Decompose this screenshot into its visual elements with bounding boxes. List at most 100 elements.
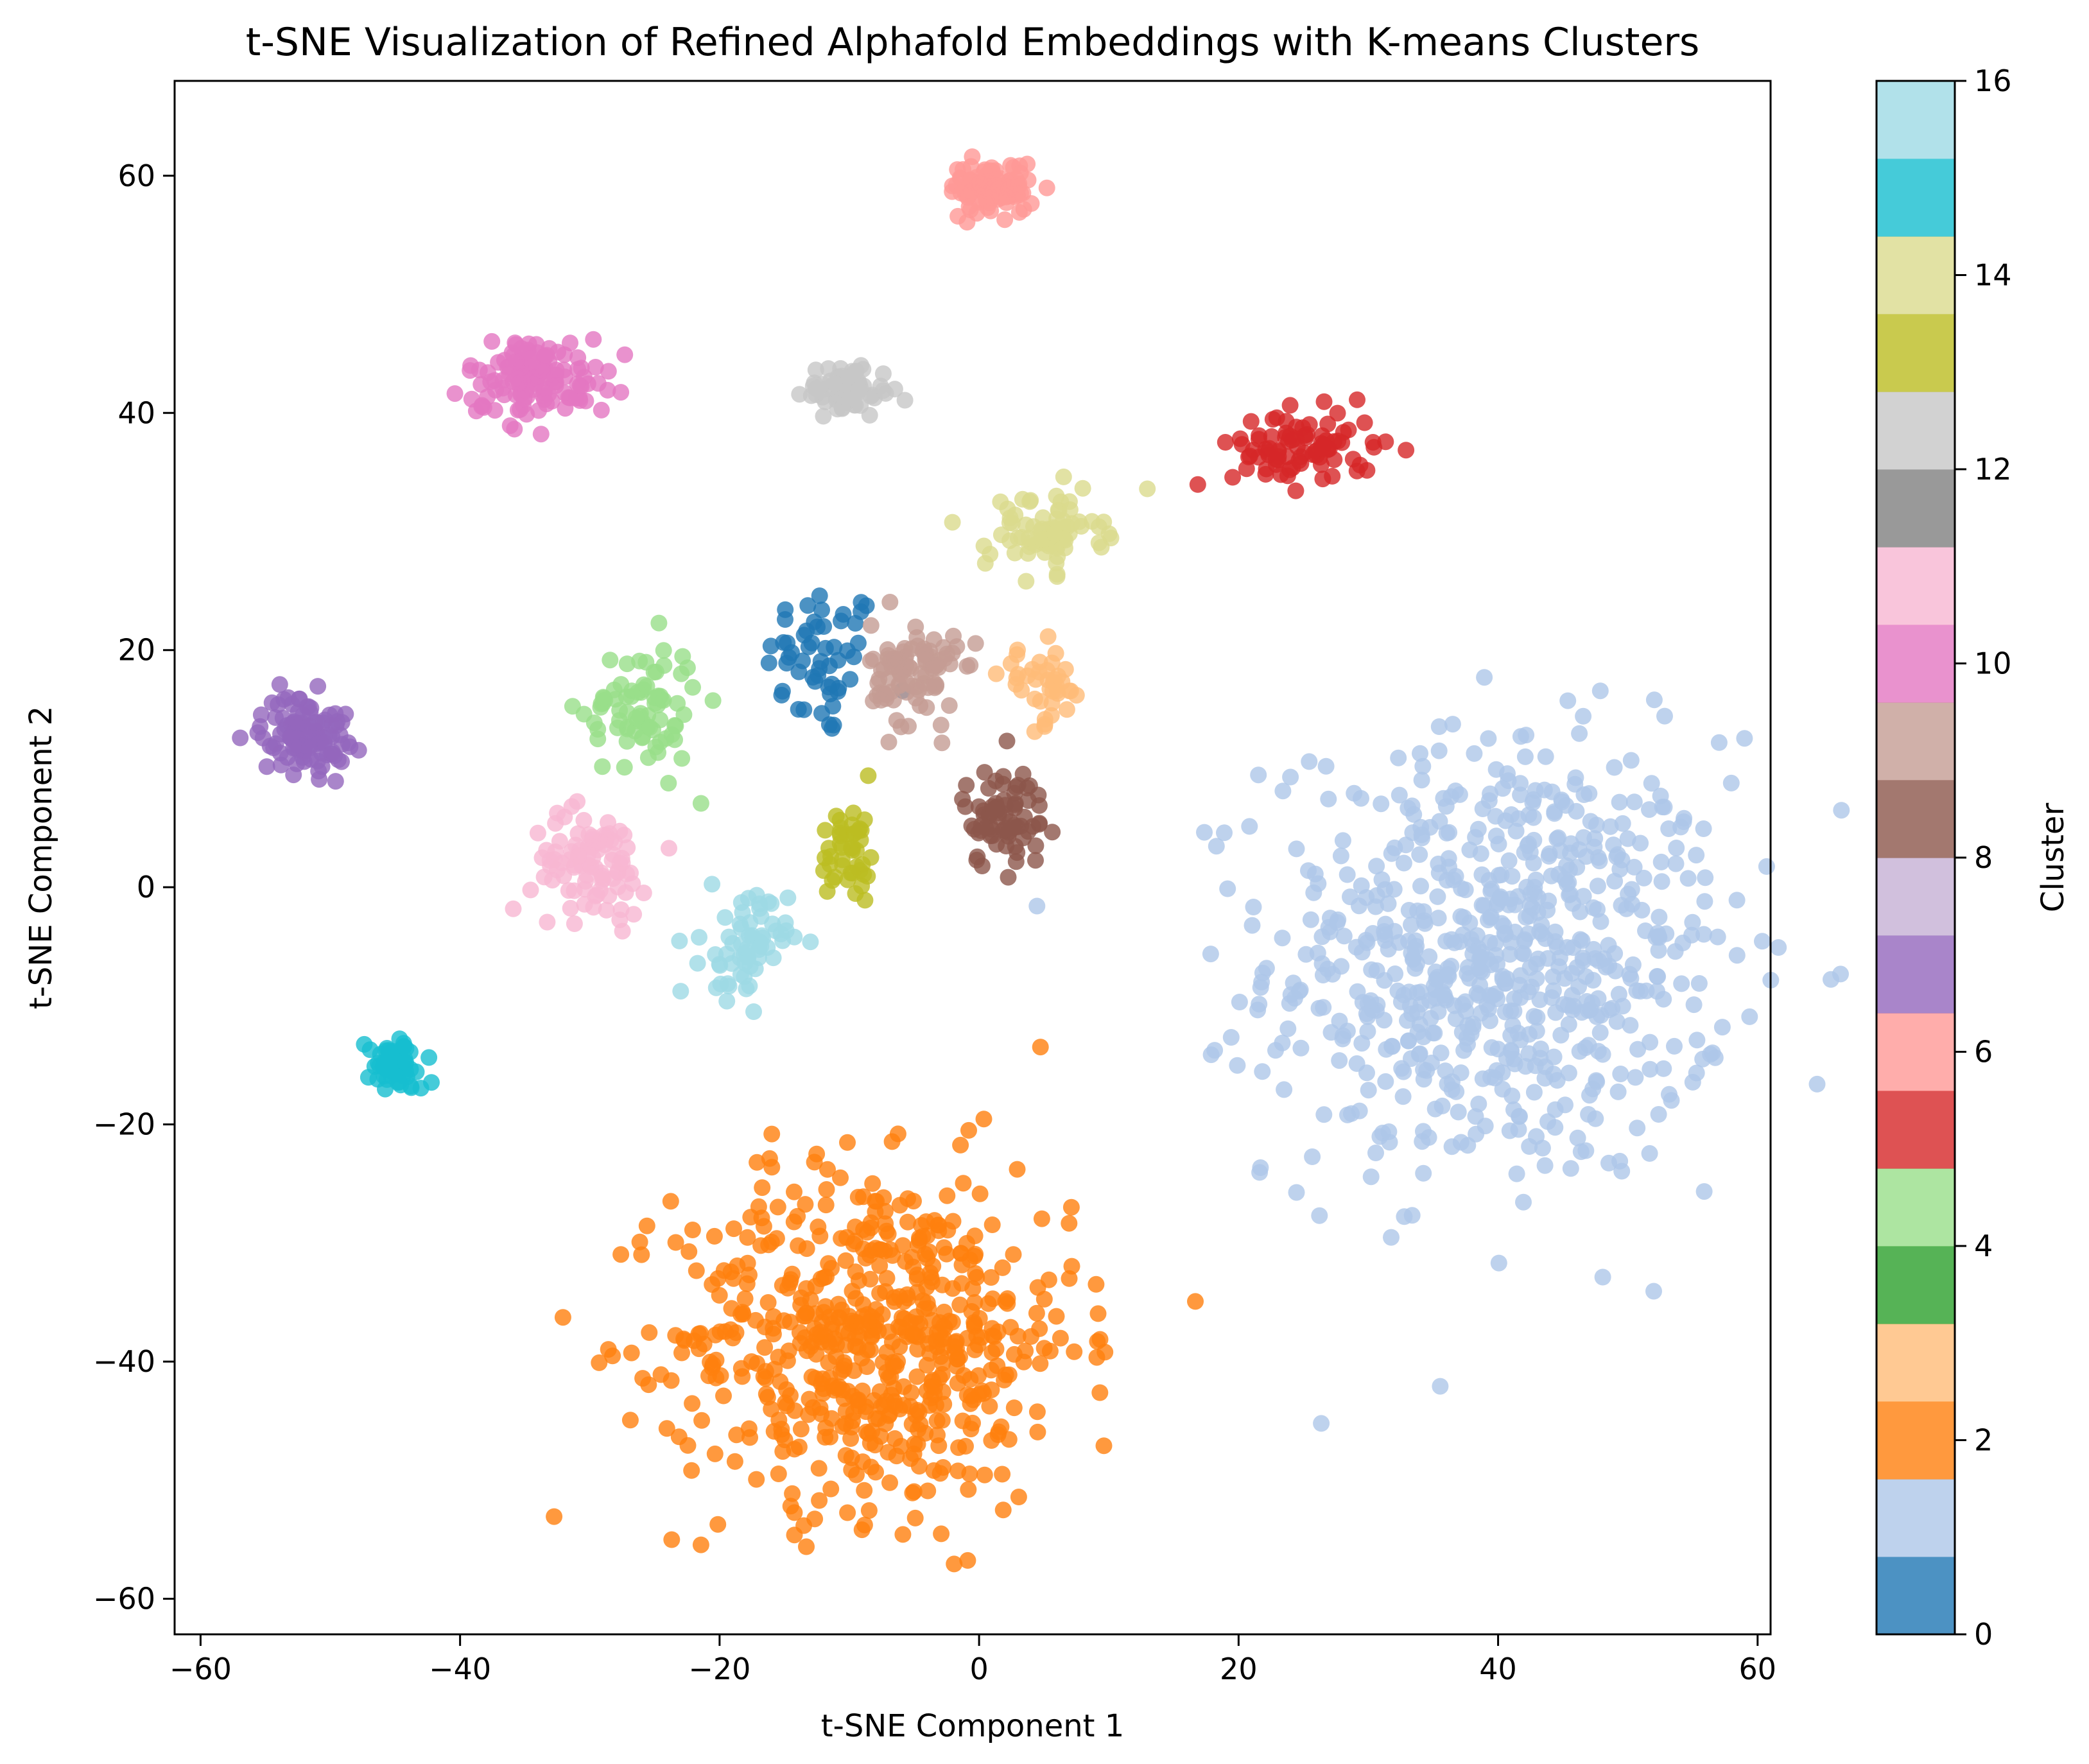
scatter-point-cluster-2 bbox=[847, 1218, 864, 1236]
scatter-point-cluster-1 bbox=[1304, 1148, 1321, 1165]
scatter-point-cluster-1 bbox=[1313, 1415, 1330, 1432]
scatter-point-cluster-2 bbox=[728, 1426, 745, 1444]
scatter-point-cluster-1 bbox=[1426, 1025, 1443, 1042]
scatter-point-cluster-1 bbox=[1612, 1066, 1629, 1082]
scatter-point-cluster-1 bbox=[1562, 1160, 1579, 1177]
scatter-point-cluster-1 bbox=[1516, 748, 1534, 765]
scatter-point-cluster-1 bbox=[1441, 858, 1457, 876]
scatter-point-cluster-16 bbox=[741, 978, 758, 994]
scatter-point-cluster-2 bbox=[934, 1354, 951, 1372]
scatter-point-cluster-8 bbox=[998, 732, 1016, 750]
scatter-point-cluster-2 bbox=[953, 1256, 971, 1274]
scatter-point-cluster-2 bbox=[792, 1421, 810, 1438]
colorbar-tick-label: 2 bbox=[1974, 1423, 1993, 1458]
scatter-point-cluster-16 bbox=[716, 909, 734, 926]
scatter-point-cluster-16 bbox=[718, 992, 736, 1010]
scatter-point-cluster-2 bbox=[867, 1410, 885, 1427]
scatter-point-cluster-1 bbox=[1320, 790, 1337, 808]
scatter-point-cluster-1 bbox=[1494, 968, 1511, 985]
scatter-point-cluster-1 bbox=[1559, 692, 1577, 709]
scatter-point-cluster-1 bbox=[1490, 835, 1507, 852]
scatter-point-cluster-7 bbox=[311, 771, 328, 788]
scatter-point-cluster-1 bbox=[1432, 1378, 1449, 1395]
scatter-point-cluster-1 bbox=[1525, 1084, 1543, 1101]
colorbar-tick-label: 12 bbox=[1974, 452, 2012, 487]
scatter-point-cluster-14 bbox=[1139, 480, 1156, 497]
scatter-point-cluster-1 bbox=[1706, 1049, 1724, 1066]
scatter-point-cluster-8 bbox=[1044, 824, 1061, 841]
scatter-point-cluster-1 bbox=[1688, 847, 1705, 864]
scatter-point-cluster-12 bbox=[822, 372, 839, 390]
scatter-point-cluster-6 bbox=[1038, 179, 1055, 196]
scatter-point-cluster-1 bbox=[1251, 1164, 1269, 1181]
scatter-point-cluster-1 bbox=[1537, 748, 1554, 765]
y-tick-label: 0 bbox=[137, 870, 155, 904]
scatter-point-cluster-2 bbox=[860, 1502, 878, 1519]
scatter-point-cluster-1 bbox=[1536, 1157, 1554, 1174]
scatter-point-cluster-2 bbox=[770, 1466, 787, 1482]
scatter-point-cluster-1 bbox=[1508, 1165, 1525, 1182]
scatter-point-cluster-1 bbox=[1624, 956, 1642, 973]
scatter-point-cluster-2 bbox=[662, 1193, 679, 1210]
scatter-point-cluster-14 bbox=[992, 493, 1009, 510]
scatter-point-cluster-2 bbox=[1187, 1293, 1204, 1310]
scatter-point-cluster-6 bbox=[1000, 181, 1018, 198]
scatter-point-cluster-16 bbox=[748, 886, 765, 904]
scatter-point-cluster-1 bbox=[1309, 944, 1326, 962]
y-axis-ticks: −60 −40 −20 0 20 40 60 bbox=[93, 159, 175, 1616]
scatter-point-cluster-1 bbox=[1520, 925, 1537, 942]
scatter-point-cluster-15 bbox=[420, 1049, 438, 1066]
scatter-point-cluster-2 bbox=[882, 1368, 899, 1385]
scatter-point-cluster-1 bbox=[1625, 793, 1643, 811]
scatter-point-cluster-2 bbox=[842, 1430, 860, 1447]
scatter-point-cluster-16 bbox=[772, 926, 790, 942]
scatter-point-cluster-6 bbox=[996, 211, 1014, 229]
scatter-point-cluster-2 bbox=[798, 1240, 815, 1258]
scatter-point-cluster-1 bbox=[1577, 1142, 1595, 1159]
scatter-point-cluster-3 bbox=[1058, 701, 1075, 718]
scatter-point-cluster-2 bbox=[1097, 1344, 1114, 1361]
scatter-point-cluster-4 bbox=[674, 648, 691, 665]
scatter-point-cluster-2 bbox=[973, 1329, 990, 1346]
scatter-point-cluster-8 bbox=[973, 817, 990, 834]
colorbar-band bbox=[1877, 81, 1955, 159]
colorbar-band bbox=[1877, 702, 1955, 781]
scatter-point-cluster-2 bbox=[817, 1419, 835, 1437]
scatter-point-cluster-6 bbox=[988, 171, 1005, 188]
scatter-point-cluster-1 bbox=[1672, 818, 1690, 836]
scatter-point-cluster-13 bbox=[860, 767, 877, 784]
scatter-point-cluster-10 bbox=[532, 361, 548, 379]
scatter-point-cluster-12 bbox=[850, 381, 867, 398]
scatter-point-cluster-2 bbox=[984, 1344, 1001, 1362]
scatter-point-cluster-1 bbox=[1650, 1106, 1667, 1123]
scatter-point-cluster-1 bbox=[1638, 982, 1655, 999]
scatter-point-cluster-1 bbox=[1688, 1064, 1705, 1082]
scatter-point-cluster-2 bbox=[688, 1262, 705, 1279]
scatter-point-cluster-1 bbox=[1685, 996, 1703, 1014]
scatter-point-cluster-1 bbox=[1334, 832, 1351, 849]
scatter-point-cluster-2 bbox=[779, 1352, 796, 1369]
scatter-point-cluster-1 bbox=[1625, 858, 1643, 876]
scatter-point-cluster-1 bbox=[1500, 772, 1517, 790]
scatter-point-cluster-1 bbox=[1359, 1008, 1376, 1025]
scatter-point-cluster-10 bbox=[538, 395, 555, 413]
scatter-point-cluster-1 bbox=[1823, 971, 1839, 988]
scatter-point-cluster-2 bbox=[1048, 1308, 1065, 1325]
scatter-point-cluster-4 bbox=[669, 695, 686, 712]
scatter-point-cluster-3 bbox=[1043, 707, 1060, 724]
scatter-point-cluster-1 bbox=[1353, 790, 1369, 807]
scatter-point-cluster-16 bbox=[719, 975, 736, 992]
scatter-point-cluster-2 bbox=[633, 1246, 650, 1263]
scatter-point-cluster-1 bbox=[1435, 987, 1453, 1003]
scatter-point-cluster-6 bbox=[1010, 203, 1028, 221]
scatter-point-cluster-1 bbox=[1594, 1268, 1611, 1286]
scatter-point-cluster-10 bbox=[483, 333, 501, 350]
scatter-point-cluster-12 bbox=[820, 360, 837, 377]
scatter-point-cluster-2 bbox=[797, 1196, 814, 1213]
scatter-point-cluster-16 bbox=[736, 955, 754, 972]
scatter-point-cluster-8 bbox=[1014, 765, 1032, 783]
scatter-point-cluster-1 bbox=[1474, 800, 1491, 817]
scatter-point-cluster-5 bbox=[1329, 404, 1346, 422]
scatter-point-cluster-1 bbox=[1473, 944, 1490, 961]
scatter-point-cluster-2 bbox=[822, 1480, 840, 1498]
